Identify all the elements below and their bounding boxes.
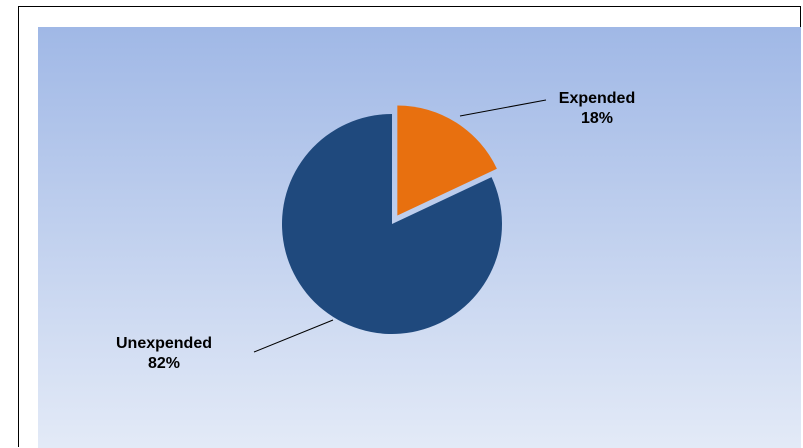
chart-plot-area: Expended 18% Unexpended 82%	[19, 7, 802, 448]
leader-line-unexpended	[253, 319, 334, 353]
pie-labels: Expended 18% Unexpended 82%	[116, 90, 635, 372]
pie-slice-unexpended	[281, 114, 502, 335]
pie-slice-expended	[397, 105, 497, 216]
leader-line-expended	[459, 99, 547, 117]
slice-label-expended: Expended	[559, 90, 635, 107]
pie-slices	[281, 105, 502, 335]
chart-frame: Expended 18% Unexpended 82%	[18, 6, 802, 448]
slice-value-unexpended: 82%	[148, 355, 180, 372]
slice-value-expended: 18%	[581, 110, 613, 127]
pie-chart: Expended 18% Unexpended 82%	[116, 90, 635, 372]
slice-label-unexpended: Unexpended	[116, 335, 212, 352]
